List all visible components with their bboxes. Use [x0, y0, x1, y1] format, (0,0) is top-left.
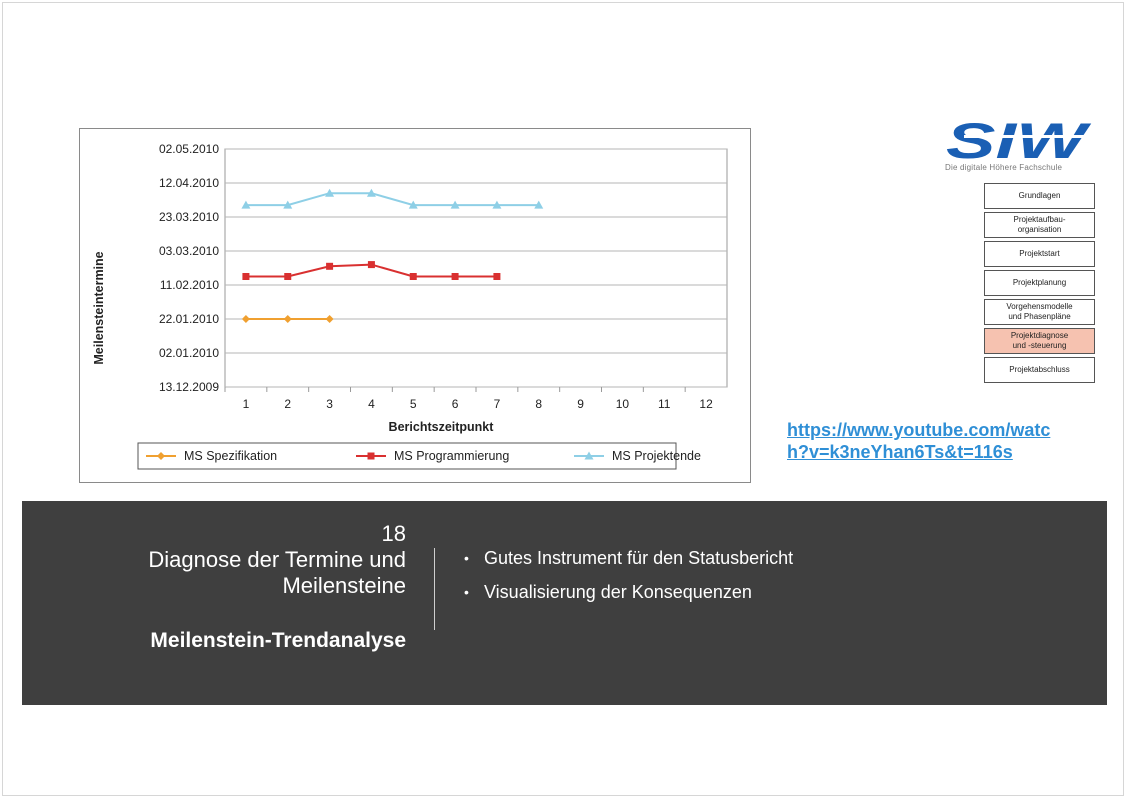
- data-point: [283, 200, 293, 209]
- data-point: [450, 200, 460, 209]
- panel-title-block: 18 Diagnose der Termine und Meilensteine…: [22, 521, 406, 653]
- svg-text:SIW: SIW: [946, 114, 1092, 164]
- y-tick-label: 11.02.2010: [160, 278, 219, 292]
- info-panel: 18 Diagnose der Termine und Meilensteine…: [22, 501, 1107, 705]
- nav-item-projektabschluss[interactable]: Projektabschluss: [984, 357, 1095, 383]
- x-tick-label: 3: [326, 397, 333, 411]
- data-point: [367, 261, 375, 269]
- bullet-text: Visualisierung der Konsequenzen: [484, 582, 752, 602]
- y-tick-label: 23.03.2010: [159, 210, 219, 224]
- plot-area: [224, 148, 728, 388]
- chapter-nav: Grundlagen Projektaufbau- organisation P…: [984, 183, 1096, 386]
- x-tick-label: 12: [699, 397, 713, 411]
- data-point: [366, 188, 376, 197]
- x-tick-label: 2: [284, 397, 291, 411]
- legend-label: MS Projektende: [612, 449, 701, 463]
- slide-number: 18: [381, 521, 406, 546]
- x-tick-label: 1: [243, 397, 250, 411]
- y-tick-label: 12.04.2010: [159, 176, 219, 190]
- series-line: [245, 192, 539, 207]
- data-point: [242, 273, 250, 280]
- legend-marker: [157, 452, 165, 460]
- data-point: [325, 188, 335, 197]
- bullet-text: Gutes Instrument für den Statusbericht: [484, 548, 794, 568]
- legend-marker: [367, 452, 375, 460]
- legend-marker: [584, 451, 594, 460]
- y-tick-label: 02.01.2010: [159, 346, 219, 360]
- x-tick-label: 9: [577, 397, 584, 411]
- data-point: [241, 200, 251, 209]
- data-point: [451, 273, 459, 280]
- bullet-item: • Visualisierung der Konsequenzen: [464, 582, 752, 602]
- panel-divider: [434, 548, 435, 630]
- legend-label: MS Programmierung: [394, 449, 509, 463]
- data-point: [284, 273, 292, 280]
- x-tick-label: 11: [658, 397, 671, 411]
- data-point: [492, 200, 502, 209]
- slide-subtitle: Meilenstein-Trendanalyse: [150, 629, 406, 652]
- siw-logo: SIW: [944, 113, 1094, 176]
- data-point: [283, 315, 292, 323]
- x-axis-label: Berichtszeitpunkt: [389, 420, 495, 434]
- x-tick-label: 7: [494, 397, 501, 411]
- x-tick-label: 8: [535, 397, 542, 411]
- slide-title-line1: Diagnose der Termine und: [148, 547, 406, 572]
- x-tick-label: 5: [410, 397, 417, 411]
- nav-item-projektstart[interactable]: Projektstart: [984, 241, 1095, 267]
- data-point: [241, 315, 250, 323]
- y-axis-label: Meilensteintermine: [92, 251, 106, 364]
- data-point: [408, 200, 418, 209]
- data-point: [534, 200, 544, 209]
- logo-tagline: Die digitale Höhere Fachschule: [945, 163, 1063, 172]
- bullet-list: • Gutes Instrument für den Statusbericht …: [464, 541, 793, 609]
- x-tick-label: 10: [616, 397, 630, 411]
- y-tick-label: 03.03.2010: [159, 244, 219, 258]
- data-point: [493, 273, 501, 280]
- y-tick-label: 22.01.2010: [159, 312, 219, 326]
- mta-chart: 13.12.2009 02.01.2010 22.01.2010 11.02.2010…: [79, 128, 751, 483]
- nav-item-projektplanung[interactable]: Projektplanung: [984, 270, 1095, 296]
- y-tick-label: 13.12.2009: [159, 380, 219, 394]
- x-tick-label: 6: [452, 397, 459, 411]
- legend-label: MS Spezifikation: [184, 449, 277, 463]
- chart-svg: 13.12.2009 02.01.2010 22.01.2010 11.02.2010…: [92, 142, 728, 470]
- nav-item-vorgehensmodelle[interactable]: Vorgehensmodelle und Phasenpläne: [984, 299, 1095, 325]
- bullet-item: • Gutes Instrument für den Statusbericht: [464, 548, 794, 568]
- nav-item-projektaufbau[interactable]: Projektaufbau- organisation: [984, 212, 1095, 238]
- nav-item-projektdiagnose[interactable]: Projektdiagnose und -steuerung: [984, 328, 1095, 354]
- data-point: [409, 273, 417, 280]
- x-tick-label: 4: [368, 397, 375, 411]
- youtube-link[interactable]: https://www.youtube.com/watch?v=k3neYhan…: [787, 420, 1051, 462]
- data-point: [325, 315, 334, 323]
- data-point: [326, 262, 334, 270]
- y-tick-label: 02.05.2010: [159, 142, 219, 156]
- slide-title-line2: Meilensteine: [282, 573, 406, 598]
- nav-item-grundlagen[interactable]: Grundlagen: [984, 183, 1095, 209]
